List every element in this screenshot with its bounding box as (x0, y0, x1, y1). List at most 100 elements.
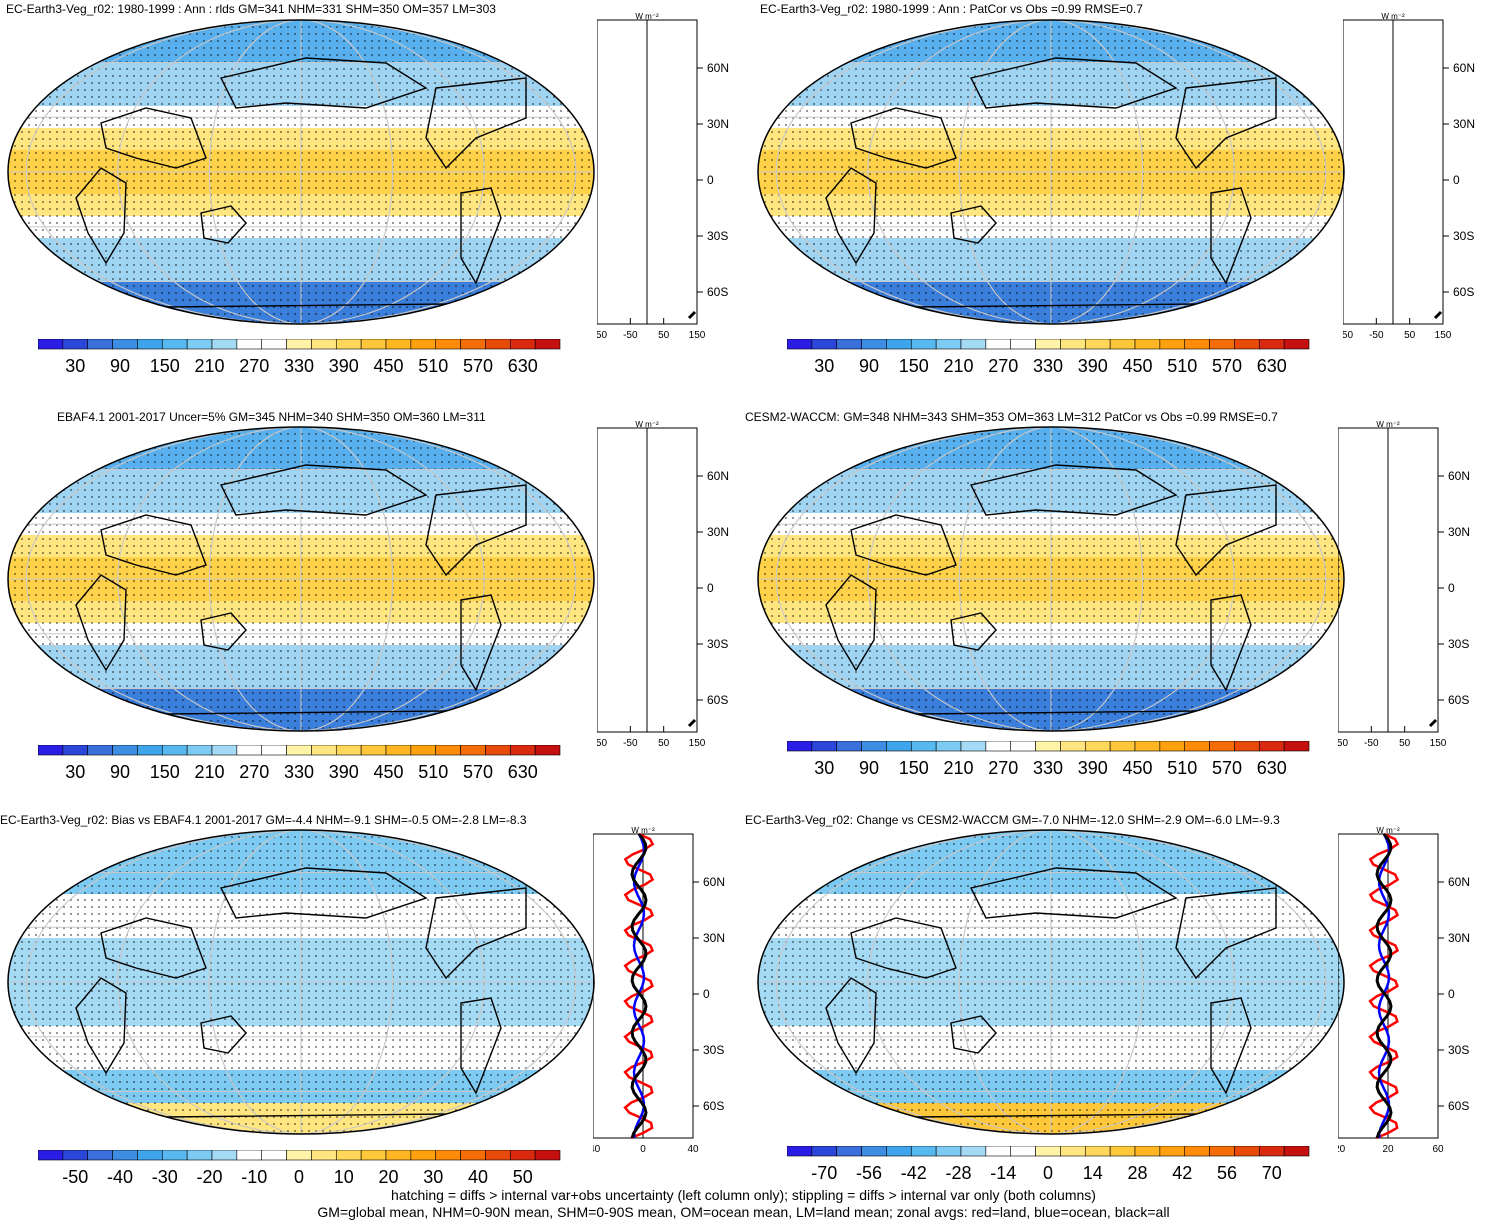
global-map (6, 828, 596, 1136)
zonal-tick-label: 50 (658, 330, 670, 341)
lat-tick-label: 0 (707, 173, 714, 187)
colorbar-label: 510 (418, 356, 448, 376)
panel-title: EC-Earth3-Veg_r02: Change vs CESM2-WACCM… (745, 813, 1280, 827)
colorbar-label: -42 (901, 1163, 927, 1183)
zonal-tick-label: 150 (689, 738, 706, 749)
colorbar-swatch (1036, 1146, 1061, 1156)
colorbar-label: 30 (65, 356, 85, 376)
lat-tick-label: 30S (707, 637, 728, 651)
zonal-tick-label: -40 (593, 1144, 601, 1155)
lat-tick-label: 30N (707, 117, 729, 131)
colorbar-swatch (212, 339, 237, 349)
colorbar-swatch (1160, 339, 1185, 349)
colorbar-swatch (1036, 339, 1061, 349)
colorbar-swatch (535, 1150, 560, 1160)
colorbar-swatch (911, 1146, 936, 1156)
zonal-curve (689, 312, 695, 318)
lat-tick-label: 60N (707, 469, 729, 483)
colorbar-swatch (812, 339, 837, 349)
colorbar-swatch (88, 339, 113, 349)
colorbar-label: 50 (513, 1167, 533, 1187)
lat-tick-label: 0 (1453, 173, 1460, 187)
colorbar-swatch (1284, 339, 1309, 349)
lat-tick-label: 0 (1448, 987, 1455, 1001)
colorbar-swatch (1011, 339, 1036, 349)
zonal-tick-label: 150 (1435, 330, 1452, 341)
colorbar-swatch (961, 339, 986, 349)
colorbar-label: 390 (329, 356, 359, 376)
colorbar-label: 42 (1172, 1163, 1192, 1183)
colorbar-swatch (113, 745, 138, 755)
colorbar-label: 30 (814, 758, 834, 778)
lat-tick-label: 30S (703, 1043, 724, 1057)
lat-tick-label: 0 (1448, 581, 1455, 595)
colorbar-swatch (510, 745, 535, 755)
colorbar-label: 56 (1217, 1163, 1237, 1183)
colorbar-swatch (936, 339, 961, 349)
zonal-tick-label: -150 (597, 738, 607, 749)
colorbar-swatch (63, 339, 88, 349)
colorbar-swatch (137, 745, 162, 755)
colorbar-swatch (1259, 339, 1284, 349)
colorbar-swatch (936, 1146, 961, 1156)
zonal-tick-label: 50 (1399, 738, 1411, 749)
colorbar-label: 20 (378, 1167, 398, 1187)
footer-note-2: GM=global mean, NHM=0-90N mean, SHM=0-90… (0, 1204, 1487, 1220)
zonal-tick-label: -50 (1369, 330, 1384, 341)
colorbar-label: 90 (859, 758, 879, 778)
colorbar-swatch (886, 741, 911, 751)
colorbar-swatch (1210, 741, 1235, 751)
panel-title: EC-Earth3-Veg_r02: 1980-1999 : Ann : rld… (6, 2, 496, 16)
colorbar-label: -70 (811, 1163, 837, 1183)
colorbar-swatch (436, 339, 461, 349)
colorbar-label: 330 (284, 762, 314, 782)
colorbar-swatch (961, 741, 986, 751)
colorbar-swatch (535, 339, 560, 349)
colorbar-swatch (311, 745, 336, 755)
zonal-tick-label: -150 (1343, 330, 1353, 341)
colorbar-label: 210 (194, 356, 224, 376)
colorbar-label: 270 (239, 356, 269, 376)
colorbar-swatch (386, 1150, 411, 1160)
colorbar-label: 330 (1033, 356, 1063, 376)
lat-tick-label: 30N (1448, 931, 1470, 945)
colorbar-label: -30 (152, 1167, 178, 1187)
colorbar-swatch (1259, 741, 1284, 751)
colorbar-label: 270 (239, 762, 269, 782)
global-map (6, 425, 596, 733)
colorbar-swatch (1110, 741, 1135, 751)
colorbar-swatch (262, 339, 287, 349)
colorbar-swatch (287, 339, 312, 349)
colorbar-label: 390 (329, 762, 359, 782)
colorbar-swatch (862, 339, 887, 349)
lat-tick-label: 30S (1448, 1043, 1469, 1057)
lat-tick-label: 30N (703, 931, 725, 945)
zonal-curve (1435, 312, 1441, 318)
global-map (756, 425, 1346, 733)
colorbar-swatch (137, 339, 162, 349)
colorbar-swatch (1060, 339, 1085, 349)
colorbar-swatch (787, 339, 812, 349)
zonal-tick-label: 50 (1404, 330, 1416, 341)
colorbar-swatch (1085, 1146, 1110, 1156)
colorbar-label: 150 (899, 356, 929, 376)
colorbar-swatch (262, 745, 287, 755)
colorbar-label: 210 (194, 762, 224, 782)
colorbar-label: 14 (1083, 1163, 1103, 1183)
zonal-tick-label: -150 (1338, 738, 1348, 749)
colorbar-swatch (1185, 339, 1210, 349)
colorbar-swatch (1110, 339, 1135, 349)
colorbar-swatch (1234, 1146, 1259, 1156)
colorbar-swatch (911, 741, 936, 751)
lat-tick-label: 60S (707, 285, 728, 299)
colorbar-swatch (1135, 1146, 1160, 1156)
lat-tick-label: 60N (1448, 469, 1470, 483)
lat-tick-label: 30S (1453, 229, 1474, 243)
colorbar-label: 30 (65, 762, 85, 782)
lat-tick-label: 30S (1448, 637, 1469, 651)
colorbar-swatch (1011, 1146, 1036, 1156)
